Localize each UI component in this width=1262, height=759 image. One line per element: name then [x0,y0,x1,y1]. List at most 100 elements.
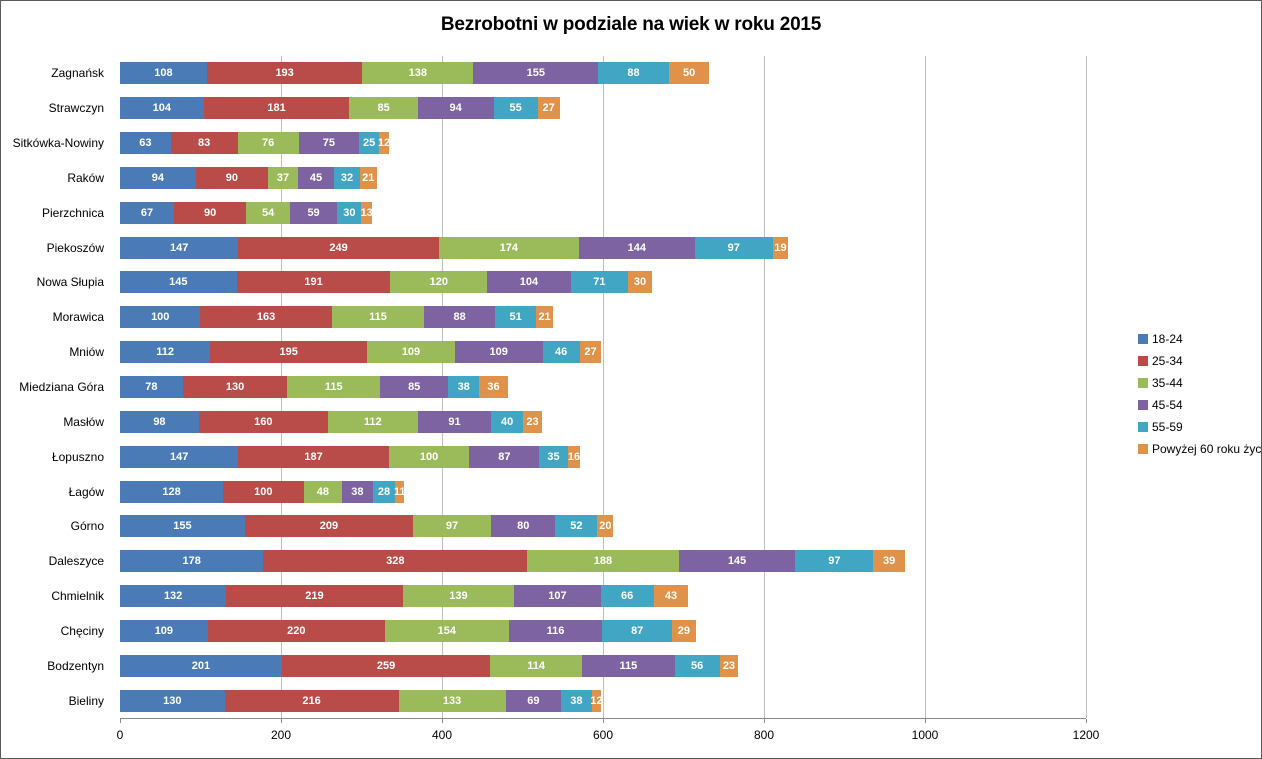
bar-segment: 116 [508,619,603,642]
segment-value-label: 76 [261,137,275,150]
stacked-bar-strawczyn: 104 181 85 94 55 27 [120,97,1086,120]
segment-value-label: 147 [169,450,189,463]
y-axis-label: Bieliny [68,693,104,708]
bar-row: 108 193 138 155 88 50 [120,56,1086,91]
bar-segment: 219 [226,585,403,608]
bar-segment: 88 [424,306,496,329]
bar-segment: 249 [238,236,439,259]
gridline-1000 [925,56,926,718]
segment-value-label: 187 [304,450,323,463]
bar-segment: 63 [120,132,171,155]
bar-segment: 91 [417,410,492,433]
bar-segment: 115 [331,306,425,329]
bar-segment: 85 [349,97,418,120]
x-axis-labels: 0 200 400 600 800 1000 1200 [117,728,1100,744]
stacked-bar-rak-w: 94 90 37 45 32 21 [120,166,1086,189]
bar-segment: 43 [653,585,689,608]
bar-segment: 104 [120,97,204,120]
segment-value-label: 20 [599,520,612,533]
bar-segment: 98 [120,410,199,433]
segment-value-label: 94 [449,102,462,115]
segment-value-label: 209 [319,520,339,533]
bar-segment: 174 [438,236,579,259]
bar-segment: 94 [120,166,196,189]
stacked-bar-bodzentyn: 201 259 114 115 56 23 [120,654,1086,677]
segment-value-label: 98 [153,415,166,428]
legend-label: 55-59 [1152,419,1183,434]
segment-value-label: 36 [487,381,500,394]
y-axis-label: Górno [70,519,104,534]
segment-value-label: 109 [401,346,421,359]
bar-segment: 188 [527,550,679,573]
segment-value-label: 91 [448,415,461,428]
bar-segment: 195 [210,341,368,364]
bar-segment: 115 [287,376,380,399]
segment-value-label: 50 [682,67,696,80]
bar-segment: 35 [539,445,568,468]
bar-segment: 11 [393,480,406,503]
segment-value-label: 30 [633,276,647,289]
segment-value-label: 27 [584,346,597,359]
bar-row: 128 100 48 38 28 11 [120,474,1086,509]
bar-row: 178 328 188 145 97 39 [120,544,1086,579]
bar-row: 132 219 139 107 66 43 [120,579,1086,614]
bar-segment: 27 [537,97,560,120]
stacked-bar-piekosz-w: 147 249 174 144 97 19 [120,236,1086,259]
y-axis-label: Łopuszno [51,449,104,464]
bar-segment: 138 [362,62,474,85]
segment-value-label: 109 [489,346,508,359]
bar-segment: 40 [491,410,524,433]
segment-value-label: 90 [204,206,217,219]
bar-segment: 147 [120,236,239,259]
bar-row: 109 220 154 116 87 29 [120,614,1086,649]
y-axis-label: Bodzentyn [47,658,104,673]
bar-segment: 56 [674,654,720,677]
segment-value-label: 108 [154,67,173,80]
bar-segment: 87 [469,445,540,468]
legend-swatch [1138,333,1148,344]
y-axis-label: Zagnańsk [51,66,104,81]
segment-value-label: 133 [442,694,462,707]
bar-segment: 97 [795,550,874,573]
legend-label: 35-44 [1152,375,1183,390]
bar-segment: 30 [627,271,653,294]
bar-segment: 178 [120,550,264,573]
segment-value-label: 216 [302,694,321,707]
bar-segment: 78 [120,376,183,399]
stacked-bar-mas-w: 98 160 112 91 40 23 [120,410,1086,433]
segment-value-label: 21 [362,171,375,184]
bar-segment: 32 [334,166,360,189]
bar-segment: 109 [367,341,455,364]
y-axis-label: Pierzchnica [41,205,104,220]
segment-value-label: 115 [369,311,387,324]
bar-segment: 88 [598,62,669,85]
bar-segment: 193 [206,62,363,85]
segment-value-label: 181 [267,102,286,115]
bar-segment: 25 [359,132,380,155]
legend-swatch [1138,399,1148,410]
segment-value-label: 80 [517,520,530,533]
segment-value-label: 139 [449,590,468,603]
segment-value-label: 23 [526,415,539,428]
legend-entry: 55-59 [1138,419,1261,434]
stacked-bar-nowa-s-upia: 145 191 120 104 71 30 [120,271,1086,294]
segment-value-label: 25 [362,137,376,150]
segment-value-label: 11 [393,485,406,498]
chart-title: Bezrobotni w podziale na wiek w roku 201… [440,14,822,35]
segment-value-label: 27 [542,102,555,115]
legend-label: 45-54 [1152,397,1183,412]
segment-value-label: 328 [386,555,405,568]
bar-segment: 90 [195,166,269,189]
segment-value-label: 195 [279,346,298,359]
y-axis-label: Miedziana Góra [19,380,104,395]
segment-value-label: 55 [509,102,522,115]
segment-value-label: 145 [727,555,747,568]
legend-entry: 35-44 [1138,375,1261,390]
bar-row: 104 181 85 94 55 27 [120,91,1086,126]
bar-row: 63 83 76 75 25 12 [120,126,1086,161]
segment-value-label: 144 [627,241,646,254]
bar-segment: 107 [514,585,601,608]
segment-value-label: 154 [437,624,456,637]
segment-value-label: 220 [287,624,306,637]
bar-segment: 29 [672,619,696,642]
